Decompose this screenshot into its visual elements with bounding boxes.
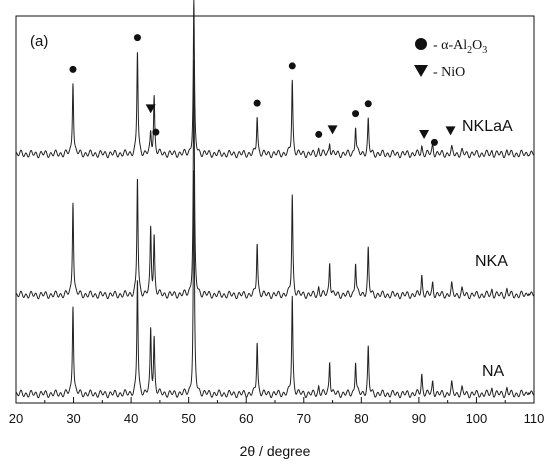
x-tick-label: 50: [181, 411, 195, 426]
legend-alumina-label: - α-Al2O3: [433, 38, 487, 56]
x-tick-label: 110: [524, 411, 545, 426]
alumina-peak-marker: [352, 110, 360, 118]
x-tick-label: 90: [412, 411, 426, 426]
alumina-peak-marker: [364, 100, 372, 108]
series-line-nka: [15, 59, 535, 300]
marker-layer: [69, 34, 456, 146]
x-tick-label: 80: [354, 411, 368, 426]
legend-alumina-mid: O: [472, 38, 482, 53]
alumina-peak-marker: [69, 65, 77, 73]
legend-triangle-marker: [414, 65, 428, 77]
legend-nio-label: - NiO: [433, 65, 465, 80]
tick-layer: 20 30 40 50 60 70 80 90 100 110: [9, 397, 545, 426]
legend-alumina-sub1: 2: [467, 45, 472, 56]
x-tick-label: 100: [466, 411, 488, 426]
series-label-na: NA: [482, 363, 505, 380]
legend: - α-Al2O3 - NiO: [414, 38, 487, 80]
series-layer: [15, 0, 535, 399]
x-tick-label: 30: [66, 411, 80, 426]
label-layer: NKLaA NKA NA: [462, 118, 513, 380]
nio-peak-marker: [445, 126, 456, 136]
alumina-peak-marker: [253, 99, 261, 107]
alumina-peak-marker: [152, 128, 160, 136]
legend-alumina-prefix: - α-Al: [433, 38, 467, 53]
nio-peak-marker: [327, 125, 338, 135]
alumina-peak-marker: [133, 34, 141, 42]
series-label-nka: NKA: [475, 253, 508, 270]
x-tick-label: 20: [9, 411, 23, 426]
series-label-nklaa: NKLaA: [462, 118, 513, 135]
x-tick-label: 40: [124, 411, 138, 426]
alumina-peak-marker: [315, 130, 323, 138]
alumina-peak-marker: [430, 138, 438, 146]
nio-peak-marker: [419, 130, 430, 140]
legend-alumina-sub2: 3: [482, 45, 487, 56]
x-axis-title: 2θ / degree: [240, 443, 311, 459]
series-line-nklaa: [15, 0, 535, 159]
x-tick-label: 60: [239, 411, 253, 426]
series-line-na: [15, 170, 535, 399]
alumina-peak-marker: [288, 62, 296, 70]
nio-peak-marker: [145, 104, 156, 114]
x-tick-label: 70: [297, 411, 311, 426]
panel-label: (a): [30, 33, 48, 50]
legend-circle-marker: [415, 38, 427, 50]
